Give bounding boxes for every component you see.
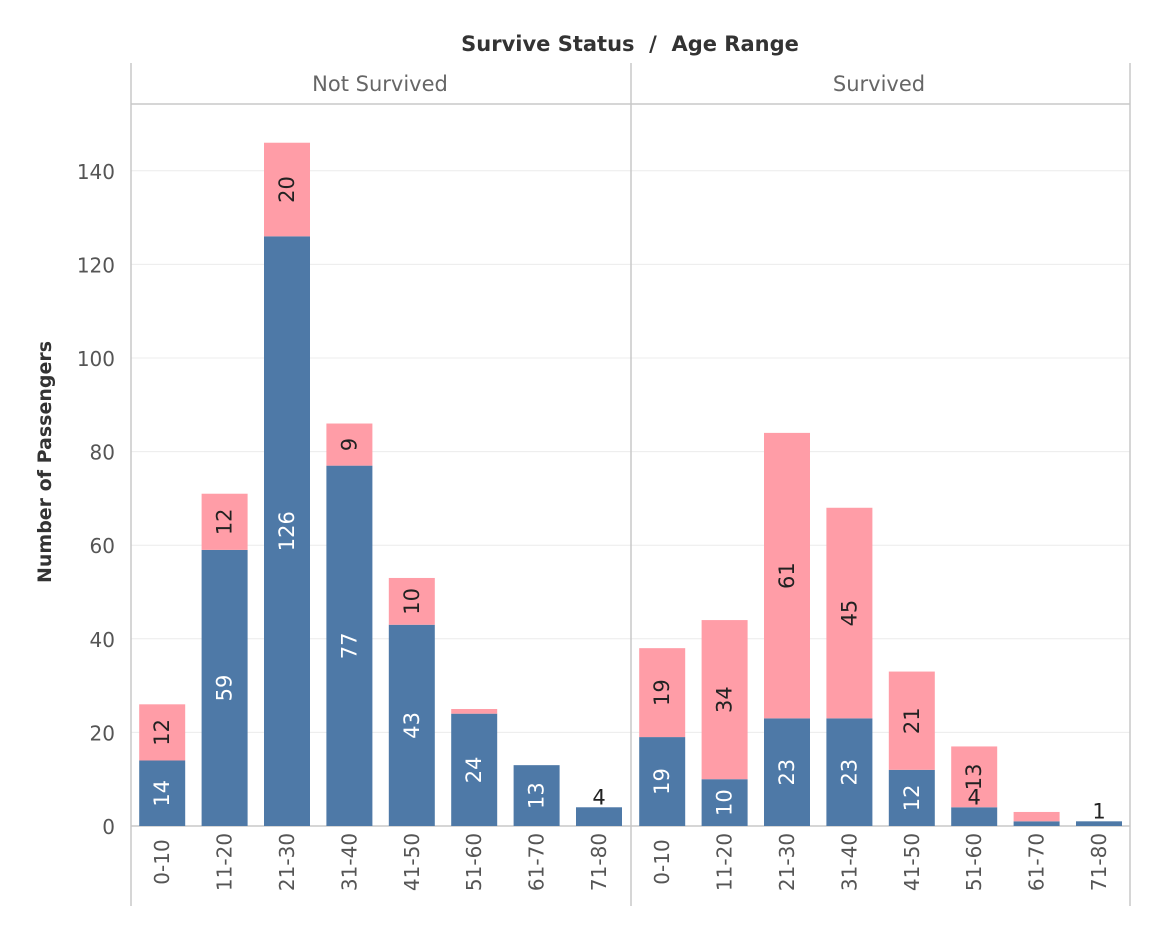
bar-value-label: 19 — [650, 768, 674, 795]
bar-value-label: 21 — [900, 707, 924, 734]
bar-segment — [701, 779, 748, 826]
bar-value-label: 4 — [968, 785, 981, 809]
bar-value-label: 1 — [1092, 799, 1105, 823]
x-tick-label: 31-40 — [337, 833, 361, 891]
bar-segment — [1076, 821, 1122, 826]
x-tick-label: 21-30 — [775, 833, 799, 891]
bar-segment — [639, 648, 686, 738]
panel-title-survived: Survived — [833, 72, 925, 96]
bar-segment — [1013, 811, 1060, 822]
bar-segment — [826, 718, 873, 826]
bar-segment — [701, 620, 748, 780]
bar-segment — [388, 624, 435, 826]
bar-value-label: 61 — [775, 562, 799, 589]
bar-value-label: 14 — [150, 780, 174, 807]
bar-value-label: 59 — [213, 675, 237, 702]
y-axis-ticks: 0 20 40 60 80 100 120 140 — [77, 160, 115, 839]
bar-segment — [513, 765, 560, 826]
bar-segment — [326, 423, 373, 466]
x-tick-label: 21-30 — [275, 833, 299, 891]
bar-value-label: 13 — [525, 782, 549, 809]
bar-value-label: 13 — [962, 763, 986, 790]
bar-value-label: 9 — [337, 438, 361, 451]
x-tick-label: 0-10 — [650, 839, 674, 884]
y-tick-label: 0 — [102, 815, 115, 839]
bar-value-label: 12 — [150, 719, 174, 746]
bar-segment — [139, 760, 186, 826]
y-tick-label: 140 — [77, 160, 115, 184]
bar-value-label: 45 — [837, 600, 861, 627]
bar-value-label: 10 — [400, 588, 424, 615]
x-tick-label: 61-70 — [525, 833, 549, 891]
y-tick-label: 80 — [90, 441, 115, 465]
x-tick-label: 71-80 — [587, 833, 611, 891]
bar-value-label: 77 — [337, 632, 361, 659]
x-tick-label: 11-20 — [213, 833, 237, 891]
bar-value-label: 34 — [713, 686, 737, 713]
bar-segment — [1013, 821, 1060, 826]
panel-title-not-survived: Not Survived — [312, 72, 448, 96]
bar-value-label: 19 — [650, 679, 674, 706]
bar-segment — [201, 549, 248, 826]
bar-value-label: 43 — [400, 712, 424, 739]
bar-segment — [451, 713, 498, 826]
x-tick-label: 31-40 — [837, 833, 861, 891]
x-tick-label: 41-50 — [400, 833, 424, 891]
bar-value-label: 24 — [462, 756, 486, 783]
x-tick-label: 61-70 — [1025, 833, 1049, 891]
y-tick-label: 40 — [90, 628, 115, 652]
x-tick-label: 51-60 — [962, 833, 986, 891]
bar-value-label: 12 — [213, 508, 237, 535]
bar-value-label: 10 — [713, 789, 737, 816]
x-tick-label: 11-20 — [713, 833, 737, 891]
bar-segment — [264, 142, 310, 237]
bar-segment — [764, 432, 810, 719]
bar-segment — [451, 709, 498, 714]
bar-segment — [951, 746, 998, 808]
bar-value-label: 23 — [775, 759, 799, 786]
x-tick-label: 71-80 — [1087, 833, 1111, 891]
bar-segment — [639, 737, 686, 826]
y-tick-label: 120 — [77, 253, 115, 277]
x-tick-label: 41-50 — [900, 833, 924, 891]
bars — [139, 142, 1122, 826]
y-tick-label: 100 — [77, 347, 115, 371]
x-tick-label: 0-10 — [150, 839, 174, 884]
bar-segment — [388, 577, 435, 625]
bar-segment — [764, 718, 810, 826]
bar-segment — [201, 493, 248, 550]
y-tick-label: 60 — [90, 534, 115, 558]
bar-value-label: 12 — [900, 785, 924, 812]
bar-segment — [826, 507, 873, 719]
bar-segment — [888, 769, 935, 826]
bar-segment — [951, 807, 998, 826]
bar-segment — [139, 704, 186, 761]
bar-value-label: 4 — [592, 785, 605, 809]
x-tick-label: 51-60 — [462, 833, 486, 891]
y-tick-label: 20 — [90, 721, 115, 745]
y-axis-label: Number of Passengers — [34, 341, 56, 583]
bar-segment — [326, 465, 373, 826]
bar-value-label: 23 — [837, 759, 861, 786]
chart-title: Survive Status / Age Range — [461, 32, 799, 56]
x-axis-ticks: 0-10 11-20 21-30 31-40 41-50 51-60 61-70 71-80 0… — [150, 833, 1111, 891]
bar-value-label: 20 — [275, 176, 299, 203]
bar-segment — [264, 236, 310, 826]
bar-segment — [888, 671, 935, 770]
bar-value-label: 126 — [275, 511, 299, 551]
bar-segment — [576, 807, 622, 826]
